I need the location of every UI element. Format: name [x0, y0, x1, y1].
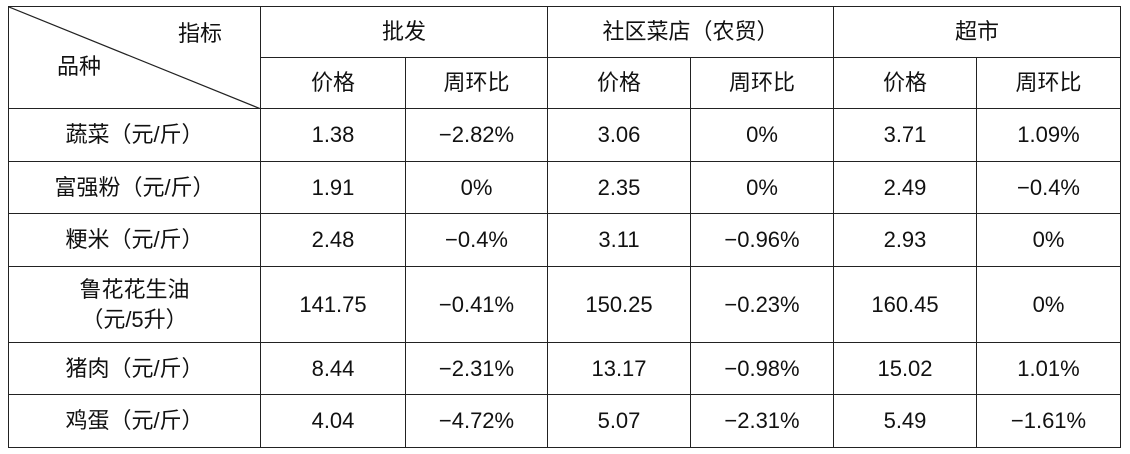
cell: −2.31% [405, 342, 548, 395]
group-header: 社区菜店（农贸） [547, 6, 834, 58]
cell: 4.04 [260, 394, 406, 448]
row-name-line: 猪肉（元/斤） [65, 355, 204, 381]
corner-bottom: 品种 [57, 54, 102, 79]
subheader: 周环比 [976, 57, 1121, 109]
data-row: 鸡蛋（元/斤） 4.04 −4.72% 5.07 −2.31% 5.49 −1.61% [8, 394, 1121, 448]
cell: 2.48 [260, 213, 406, 267]
data-row: 富强粉（元/斤） 1.91 0% 2.35 0% 2.49 −0.4% [8, 161, 1121, 214]
group-header: 超市 [833, 6, 1121, 58]
cell: −0.23% [690, 266, 834, 343]
group-header: 批发 [260, 6, 548, 58]
row-name-line: 粳米（元/斤） [65, 227, 204, 252]
row-name: 富强粉（元/斤） [8, 161, 261, 214]
cell: −1.61% [976, 394, 1121, 448]
data-row: 鲁花花生油 （元/5升） 141.75 −0.41% 150.25 −0.23% 160.4… [8, 266, 1121, 343]
cell: −0.96% [690, 213, 834, 267]
subheader: 价格 [547, 57, 691, 109]
cell: 1.09% [976, 108, 1121, 162]
row-name-line: 蔬菜（元/斤） [65, 122, 204, 147]
cell: −2.82% [405, 108, 548, 162]
data-row: 粳米（元/斤） 2.48 −0.4% 3.11 −0.96% 2.93 0% [8, 213, 1121, 267]
cell: 0% [690, 161, 834, 214]
cell: 0% [976, 266, 1121, 343]
cell: 0% [976, 213, 1121, 267]
cell: 2.93 [833, 213, 977, 267]
cell: 5.49 [833, 394, 977, 448]
corner-cell: 指标 品种 [8, 6, 261, 109]
cell: 3.71 [833, 108, 977, 162]
row-name-line: 鲁花花生油 [79, 276, 190, 302]
data-row: 蔬菜（元/斤） 1.38 −2.82% 3.06 0% 3.71 1.09% [8, 108, 1121, 162]
cell: 141.75 [260, 266, 406, 343]
cell: 150.25 [547, 266, 691, 343]
data-row: 猪肉（元/斤） 8.44 −2.31% 13.17 −0.98% 15.02 1.01% [8, 342, 1121, 395]
cell: 3.06 [547, 108, 691, 162]
price-table: 指标 品种 批发 社区菜店（农贸） 超市 价格 周环比 价格 周环比 价格 周环比 蔬菜（元/… [8, 6, 1121, 448]
row-name: 猪肉（元/斤） [8, 342, 261, 395]
row-name-line: 鸡蛋（元/斤） [65, 408, 204, 433]
diagonal [9, 7, 261, 109]
cell: 0% [690, 108, 834, 162]
row-name-line: 富强粉（元/斤） [54, 174, 215, 200]
cell: 8.44 [260, 342, 406, 395]
cell: 2.35 [547, 161, 691, 214]
cell: 13.17 [547, 342, 691, 395]
cell: 1.01% [976, 342, 1121, 395]
cell: 3.11 [547, 213, 691, 267]
cell: −0.4% [405, 213, 548, 267]
cell: 0% [405, 161, 548, 214]
header-row: 指标 品种 批发 社区菜店（农贸） 超市 [8, 6, 1121, 109]
cell: 160.45 [833, 266, 977, 343]
cell: 2.49 [833, 161, 977, 214]
cell: −2.31% [690, 394, 834, 448]
table-wrap: 指标 品种 批发 社区菜店（农贸） 超市 价格 周环比 价格 周环比 价格 周环比 蔬菜（元/… [8, 6, 1121, 448]
cell: −0.4% [976, 161, 1121, 214]
row-name: 粳米（元/斤） [8, 213, 261, 267]
corner-top: 指标 [177, 21, 222, 46]
subheader: 价格 [833, 57, 977, 109]
table-body: 指标 品种 批发 社区菜店（农贸） 超市 价格 周环比 价格 周环比 价格 周环比 蔬菜（元/… [8, 6, 1121, 448]
cell: −0.41% [405, 266, 548, 343]
cell: −0.98% [690, 342, 834, 395]
cell: 1.91 [260, 161, 406, 214]
cell: 5.07 [547, 394, 691, 448]
subheader: 周环比 [690, 57, 834, 109]
cell: 15.02 [833, 342, 977, 395]
row-name-line: （元/5升） [81, 306, 188, 332]
subheader: 周环比 [405, 57, 548, 109]
subheader: 价格 [260, 57, 406, 109]
row-name: 鸡蛋（元/斤） [8, 394, 261, 448]
cell: 1.38 [260, 108, 406, 162]
row-name: 鲁花花生油 （元/5升） [8, 266, 261, 343]
cell: −4.72% [405, 394, 548, 448]
row-name: 蔬菜（元/斤） [8, 108, 261, 162]
